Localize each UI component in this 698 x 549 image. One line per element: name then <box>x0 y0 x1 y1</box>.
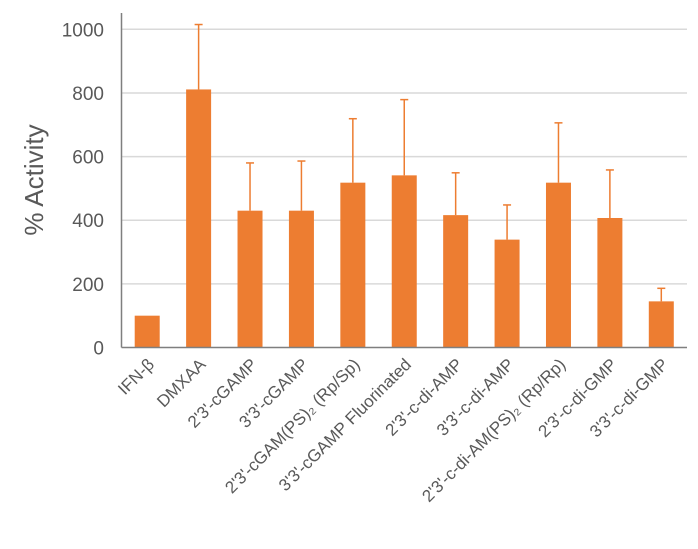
bar <box>494 239 520 348</box>
bar <box>340 182 366 348</box>
y-tick-label: 200 <box>72 275 104 296</box>
error-bars <box>194 23 666 302</box>
bar <box>597 217 623 348</box>
y-axis-label: % Activity <box>19 124 49 235</box>
x-axis-labels: IFN-βDMXAA2'3'-cGAMP3'3'-cGAMP2'3'-cGAM(… <box>114 354 672 505</box>
bar <box>186 89 212 348</box>
y-tick-label: 1000 <box>62 20 104 41</box>
bar <box>134 315 160 348</box>
y-axis-ticks: 0 200 400 600 800 1000 <box>62 20 104 359</box>
bar <box>545 182 571 348</box>
bar <box>391 175 417 348</box>
bar <box>648 301 674 348</box>
bar <box>237 210 263 348</box>
x-tick-label: IFN-β <box>114 355 158 399</box>
y-tick-label: 800 <box>72 84 104 105</box>
y-tick-label: 0 <box>93 339 104 360</box>
bars <box>134 89 674 348</box>
bar <box>288 210 314 348</box>
y-tick-label: 600 <box>72 148 104 169</box>
axes <box>120 13 687 349</box>
y-tick-label: 400 <box>72 211 104 232</box>
bar <box>443 215 469 348</box>
